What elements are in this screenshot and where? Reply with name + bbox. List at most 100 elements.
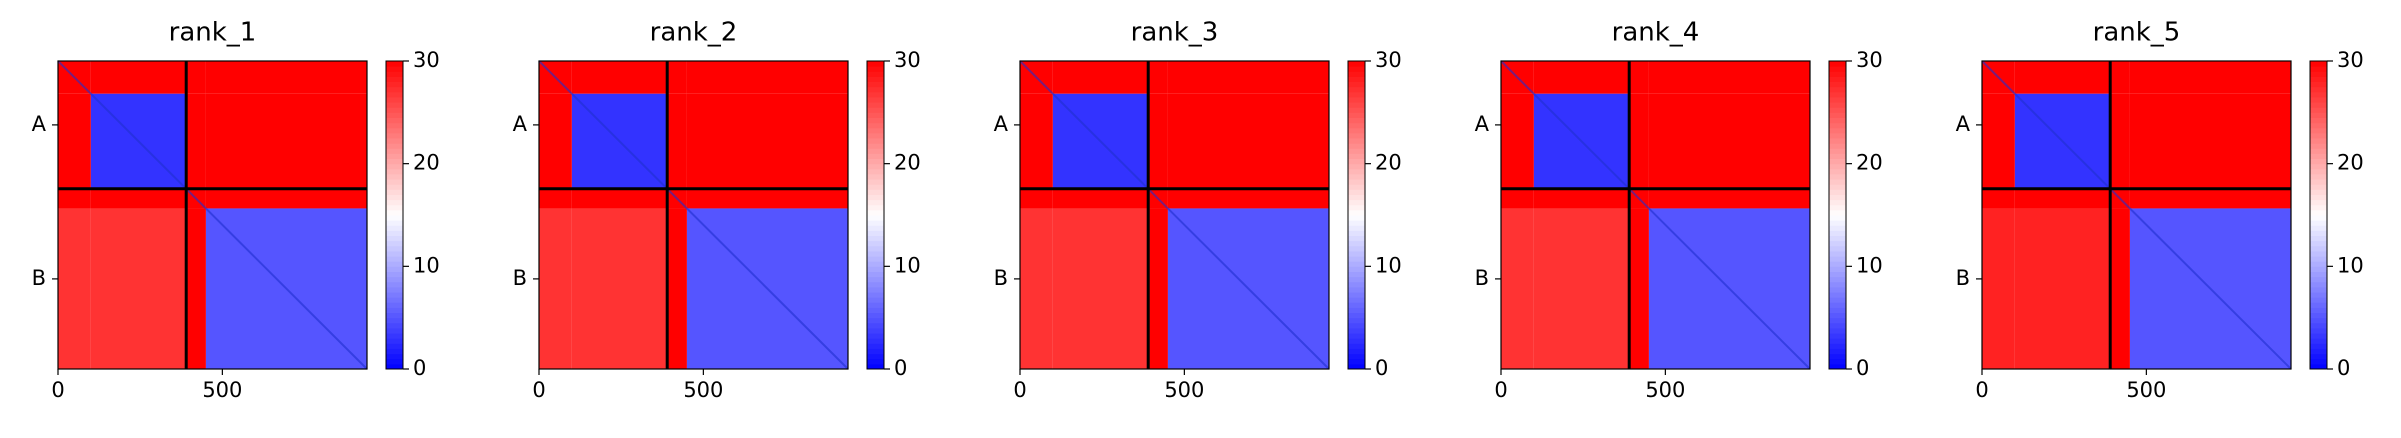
colorbar-step — [1348, 276, 1365, 283]
colorbar-step — [1829, 245, 1846, 252]
colorbar-step — [1348, 122, 1365, 129]
heatmap-cell — [1501, 188, 1534, 209]
heatmap-cell — [1020, 188, 1053, 209]
colorbar-step — [867, 250, 884, 257]
colorbar-step — [867, 138, 884, 144]
heatmap-cell — [686, 93, 848, 189]
heatmap-cell — [1020, 208, 1053, 369]
heatmap-cell — [667, 61, 687, 94]
colorbar-step — [386, 225, 403, 231]
colorbar-step — [867, 317, 884, 324]
y-tick-label: A — [32, 112, 47, 136]
heatmap-cell — [2014, 208, 2111, 369]
colorbar-step — [2310, 358, 2327, 365]
colorbar-step — [386, 220, 403, 226]
heatmap-cell — [2129, 188, 2291, 209]
colorbar-step — [386, 240, 403, 247]
colorbar-step — [386, 261, 403, 267]
colorbar-step — [1829, 327, 1846, 334]
colorbar-step — [386, 271, 403, 278]
colorbar-step — [867, 132, 884, 139]
colorbar-step — [1829, 117, 1846, 124]
colorbar-tick-label: 10 — [1856, 253, 1883, 277]
colorbar-step — [386, 204, 403, 211]
colorbar-step — [1829, 256, 1846, 262]
colorbar-step — [1348, 143, 1365, 149]
heatmap-cell — [686, 61, 848, 94]
colorbar-step — [2310, 138, 2327, 144]
colorbar-step — [1829, 138, 1846, 144]
colorbar-step — [1829, 107, 1846, 113]
colorbar-step — [2310, 230, 2327, 237]
colorbar-step — [1348, 261, 1365, 267]
colorbar-step — [1829, 220, 1846, 226]
colorbar-step — [1348, 81, 1365, 88]
heatmap-cell — [1982, 93, 2015, 189]
colorbar-step — [1348, 76, 1365, 83]
colorbar-step — [386, 266, 403, 272]
colorbar-step — [386, 184, 403, 190]
colorbar-step — [867, 343, 884, 349]
colorbar-step — [386, 112, 403, 118]
heatmap-cell — [1167, 61, 1329, 94]
heatmap-cell — [186, 61, 206, 94]
colorbar-step — [386, 66, 403, 72]
colorbar-step — [1348, 363, 1365, 370]
colorbar-step — [1829, 76, 1846, 83]
colorbar-step — [1348, 333, 1365, 339]
x-tick-label: 500 — [1164, 378, 1204, 402]
colorbar-step — [1829, 102, 1846, 108]
colorbar-step — [1348, 245, 1365, 252]
colorbar-step — [867, 302, 884, 308]
colorbar-step — [386, 138, 403, 144]
colorbar-step — [2310, 184, 2327, 190]
colorbar-step — [2310, 312, 2327, 319]
colorbar-step — [1348, 168, 1365, 175]
colorbar-step — [386, 168, 403, 175]
colorbar-step — [2310, 96, 2327, 103]
colorbar-step — [2310, 168, 2327, 175]
colorbar-step — [386, 317, 403, 324]
diagonal — [57, 60, 368, 370]
colorbar-step — [1829, 271, 1846, 278]
colorbar-step — [1348, 61, 1365, 67]
panel-title: rank_3 — [1131, 18, 1219, 48]
colorbar-step — [386, 302, 403, 308]
colorbar-step — [867, 81, 884, 88]
x-tick-label: 500 — [683, 378, 723, 402]
colorbar-step — [1348, 148, 1365, 154]
colorbar-step — [1348, 158, 1365, 165]
diagonal — [1019, 60, 1330, 370]
colorbar-tick-label: 30 — [2337, 48, 2364, 72]
heatmap-cell — [1648, 93, 1810, 189]
colorbar-step — [2310, 307, 2327, 314]
diagonal — [538, 60, 849, 370]
colorbar-tick-label: 30 — [1375, 48, 1402, 72]
heatmap-cell — [1052, 208, 1149, 369]
colorbar-step — [386, 338, 403, 344]
colorbar-step — [1348, 322, 1365, 329]
colorbar-step — [2310, 61, 2327, 67]
colorbar-step — [2310, 235, 2327, 242]
colorbar-step — [2310, 322, 2327, 329]
colorbar-step — [1348, 194, 1365, 201]
colorbar-step — [1829, 281, 1846, 288]
colorbar-step — [1348, 71, 1365, 77]
colorbar-step — [867, 96, 884, 103]
colorbar-tick-label: 20 — [1375, 151, 1402, 175]
colorbar-step — [1348, 281, 1365, 288]
heatmap-cell — [1052, 188, 1149, 209]
colorbar-tick-label: 0 — [1375, 356, 1388, 380]
colorbar-step — [867, 322, 884, 329]
colorbar-step — [2310, 117, 2327, 124]
colorbar-step — [1348, 266, 1365, 272]
heatmap-cell — [1052, 61, 1149, 94]
colorbar-step — [867, 76, 884, 83]
colorbar-step — [2310, 122, 2327, 129]
colorbar-step — [1348, 338, 1365, 344]
panel-title: rank_5 — [2093, 18, 2181, 48]
colorbar-step — [386, 117, 403, 124]
colorbar-step — [1829, 302, 1846, 308]
colorbar-step — [1829, 363, 1846, 370]
colorbar-step — [386, 153, 403, 160]
